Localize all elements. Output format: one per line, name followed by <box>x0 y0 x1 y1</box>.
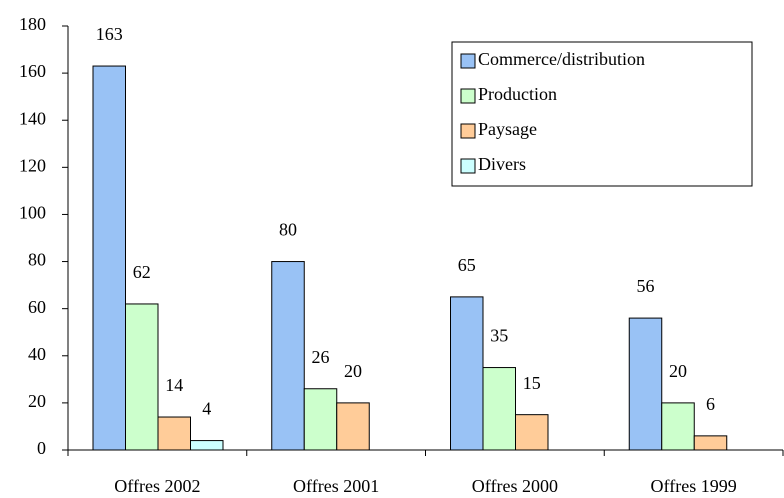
bar <box>92 65 126 451</box>
data-label: 20 <box>669 361 687 381</box>
bar <box>271 261 305 451</box>
bar <box>628 317 663 451</box>
y-tick-label: 0 <box>37 438 46 458</box>
bar <box>157 416 191 451</box>
legend-label: Paysage <box>478 119 537 139</box>
y-tick-label: 100 <box>19 203 46 223</box>
x-tick-label: Offres 2000 <box>472 476 558 496</box>
data-label: 65 <box>458 255 476 275</box>
y-tick-label: 140 <box>19 108 46 128</box>
legend-swatch <box>460 88 476 104</box>
legend-label: Divers <box>478 154 526 174</box>
bar <box>450 296 484 451</box>
data-label: 14 <box>165 375 183 395</box>
bar <box>303 388 338 451</box>
x-tick-label: Offres 1999 <box>651 476 737 496</box>
data-label: 4 <box>202 399 211 419</box>
x-tick-label: Offres 2001 <box>293 476 379 496</box>
data-label: 20 <box>344 361 362 381</box>
data-label: 163 <box>96 24 123 44</box>
data-label: 80 <box>279 220 297 240</box>
bar <box>190 440 224 451</box>
y-tick-label: 40 <box>28 344 46 364</box>
y-tick-label: 120 <box>19 155 46 175</box>
legend-label: Production <box>478 84 557 104</box>
bar <box>482 367 516 451</box>
y-tick-label: 60 <box>28 297 46 317</box>
y-tick-label: 20 <box>28 391 46 411</box>
y-tick-label: 80 <box>28 250 46 270</box>
legend-label: Commerce/distribution <box>478 49 645 69</box>
data-label: 62 <box>133 262 151 282</box>
legend-swatch <box>460 53 476 69</box>
y-tick-label: 180 <box>19 14 46 34</box>
legend-box <box>451 41 753 187</box>
x-tick-label: Offres 2002 <box>114 476 200 496</box>
bar <box>125 303 159 451</box>
data-label: 15 <box>523 373 541 393</box>
data-label: 26 <box>312 347 330 367</box>
data-label: 56 <box>637 276 655 296</box>
data-label: 6 <box>706 394 715 414</box>
legend-swatch <box>460 158 476 174</box>
y-tick-label: 160 <box>19 61 46 81</box>
bar <box>336 402 370 451</box>
bar <box>693 435 728 451</box>
data-label: 35 <box>490 326 508 346</box>
legend-swatch <box>460 123 476 139</box>
bar <box>515 414 549 451</box>
bar <box>661 402 695 451</box>
